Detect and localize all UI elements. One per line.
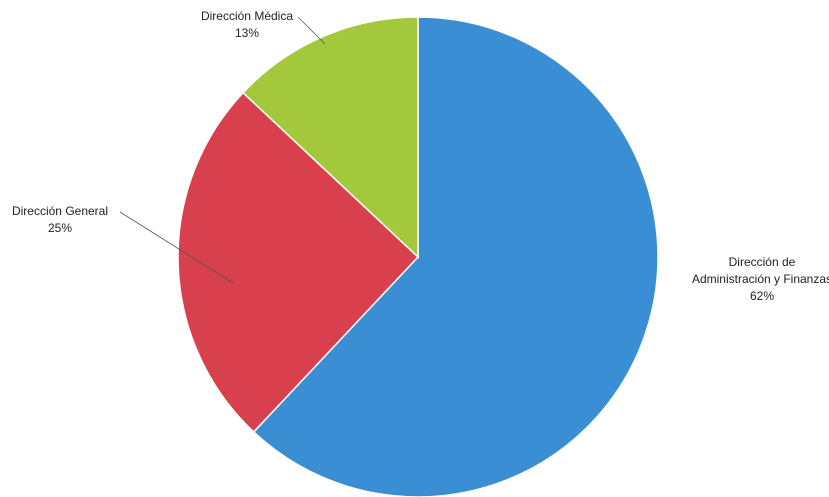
- leader-line-direccion-general: [119, 211, 234, 284]
- slice-label-direccion-medica: Dirección Médica 13%: [201, 9, 293, 40]
- slice-name-label: Dirección General: [12, 204, 108, 218]
- slice-name-label: Dirección de: [729, 255, 796, 269]
- slice-value-label: 62%: [750, 289, 774, 303]
- slice-value-label: 13%: [235, 26, 259, 40]
- pie-slice-direccion-medica: [241, 16, 419, 259]
- slice-labels: Dirección de Administración y Finanzas 62%…: [12, 9, 829, 303]
- slice-label-direccion-de-administracion-y-finanzas: Dirección de Administración y Finanzas 62%: [692, 255, 829, 303]
- slice-name-label: Administración y Finanzas: [692, 272, 829, 286]
- leader-line-direccion-medica: [297, 16, 326, 45]
- slice-value-label: 25%: [48, 221, 72, 235]
- pie-slice-direccion-de-administracion-y-finanzas: [252, 16, 659, 497]
- slice-label-direccion-general: Dirección General 25%: [12, 204, 108, 235]
- pie-slices: [177, 16, 659, 497]
- pie-slice-direccion-general: [177, 91, 420, 434]
- slice-name-label: Dirección Médica: [201, 9, 293, 23]
